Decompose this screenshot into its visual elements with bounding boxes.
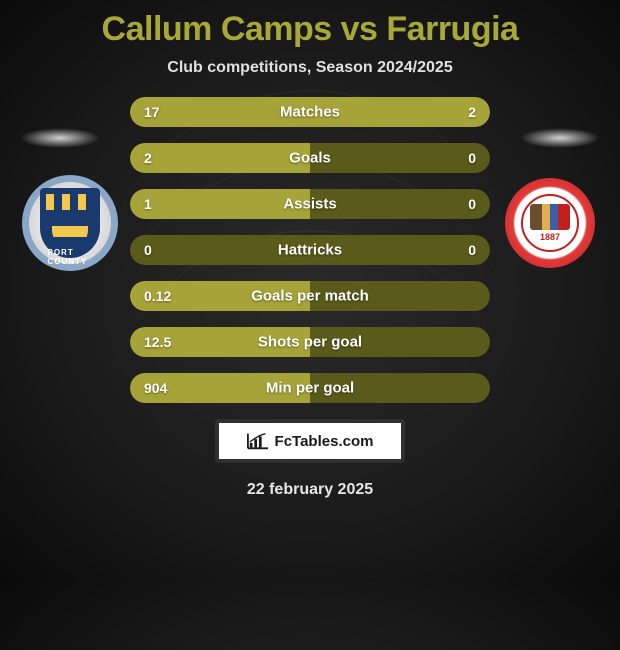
stat-value-left: 12.5 (144, 334, 171, 350)
club-crest-right: 1887 (505, 178, 595, 268)
player-shadow-left (20, 128, 100, 148)
stat-label: Assists (283, 196, 336, 213)
stats-table: 17 2 Matches 2 0 Goals 1 0 Assists 0 0 Hattricks 0.1… (130, 97, 490, 403)
player-shadow-right (520, 128, 600, 148)
stat-value-left: 904 (144, 380, 167, 396)
stat-row: 0.12 Goals per match (130, 281, 490, 311)
stat-row: 0 0 Hattricks (130, 235, 490, 265)
stat-value-left: 17 (144, 104, 160, 120)
stat-value-right: 0 (468, 150, 476, 166)
stat-value-right: 0 (468, 196, 476, 212)
chart-icon (247, 432, 269, 450)
crest-left-text: PORT COUNTY (48, 248, 93, 266)
stat-row: 17 2 Matches (130, 97, 490, 127)
club-crest-left: PORT COUNTY (25, 178, 115, 268)
crest-right-inner: 1887 (521, 194, 579, 252)
stat-label: Goals per match (251, 288, 369, 305)
page-title: Callum Camps vs Farrugia (0, 0, 620, 49)
stat-row: 2 0 Goals (130, 143, 490, 173)
stat-row: 12.5 Shots per goal (130, 327, 490, 357)
subtitle: Club competitions, Season 2024/2025 (0, 59, 620, 77)
stat-bar-fill-left (130, 143, 310, 173)
stat-label: Min per goal (266, 380, 354, 397)
stat-label: Goals (289, 150, 331, 167)
stat-value-right: 0 (468, 242, 476, 258)
stat-label: Hattricks (278, 242, 342, 259)
stat-row: 1 0 Assists (130, 189, 490, 219)
stat-value-left: 0.12 (144, 288, 171, 304)
stat-label: Matches (280, 104, 340, 121)
stat-value-left: 2 (144, 150, 152, 166)
stat-value-left: 0 (144, 242, 152, 258)
stat-row: 904 Min per goal (130, 373, 490, 403)
stat-value-right: 2 (468, 104, 476, 120)
crest-right-graphic (530, 204, 570, 230)
stat-value-left: 1 (144, 196, 152, 212)
stat-label: Shots per goal (258, 334, 362, 351)
crest-right-year: 1887 (540, 232, 560, 242)
